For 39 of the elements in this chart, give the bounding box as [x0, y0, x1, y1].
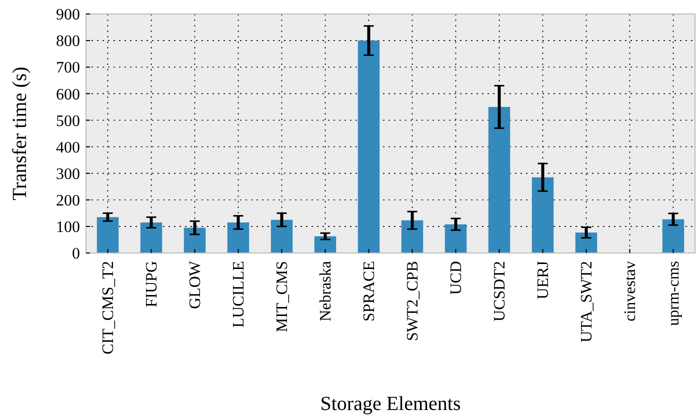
y-tick-label: 500 [56, 112, 80, 130]
y-tick-label: 100 [56, 219, 80, 236]
bar [575, 232, 598, 253]
y-tick-label: 800 [56, 33, 80, 50]
bar [358, 40, 380, 253]
x-tick-label: SPRACE [360, 261, 378, 322]
y-tick-label: 600 [56, 86, 80, 104]
x-tick-label: CIT_CMS_T2 [100, 261, 117, 354]
x-tick-label: FIUPG [143, 260, 160, 308]
x-tick-label: UTA_SWT2 [578, 261, 596, 342]
bar [227, 222, 250, 253]
bar [314, 236, 336, 253]
y-tick-label: 200 [56, 192, 80, 210]
x-tick-label: Nebraska [317, 261, 334, 322]
x-tick-label: MIT_CMS [274, 261, 291, 332]
x-tick-label: GLOW [186, 260, 204, 309]
bar [532, 177, 554, 253]
x-tick-label: UERJ [534, 261, 552, 300]
bar [401, 220, 424, 253]
bar [270, 220, 293, 253]
bar [184, 228, 206, 253]
x-tick-label: uprm-cms [665, 261, 682, 326]
x-tick-label: UCSDT2 [491, 261, 508, 322]
y-tick-label: 300 [56, 166, 80, 183]
bar [662, 219, 684, 253]
y-tick-label: 400 [56, 139, 80, 156]
x-tick-label: SWT2_CPB [404, 261, 422, 342]
bar [444, 224, 467, 253]
y-tick-label: 0 [72, 246, 80, 263]
y-tick-label: 700 [56, 60, 80, 77]
x-tick-label: LUCILLE [230, 261, 248, 328]
y-axis-title: Transfer time (s) [9, 66, 31, 200]
x-tick-label: UCD [448, 261, 465, 295]
x-tick-label: cinvestav [622, 261, 639, 322]
y-tick-label: 900 [56, 6, 80, 24]
bar [96, 217, 119, 253]
bar [488, 106, 510, 253]
bar [140, 222, 162, 253]
x-axis-title: Storage Elements [320, 393, 461, 415]
